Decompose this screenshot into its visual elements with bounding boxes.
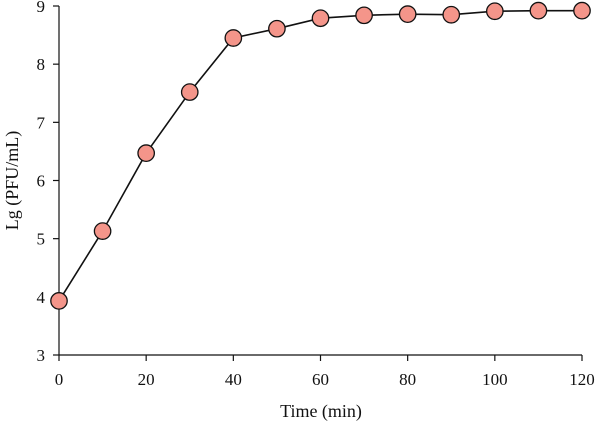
data-point	[311, 9, 330, 28]
y-tick-label: 9	[37, 0, 46, 16]
y-tick-label: 8	[37, 55, 46, 74]
data-point	[529, 1, 548, 20]
data-point	[137, 144, 156, 163]
y-axis-ticks: 3 4 5 6 7 8 9	[37, 0, 59, 365]
x-tick-label: 20	[138, 370, 155, 389]
x-tick-label: 80	[399, 370, 416, 389]
y-tick-label: 6	[37, 172, 46, 191]
y-tick-label: 7	[37, 113, 46, 132]
x-tick-label: 40	[225, 370, 242, 389]
x-tick-label: 100	[482, 370, 508, 389]
x-axis-title: Time (min)	[280, 401, 362, 422]
data-point	[573, 1, 591, 20]
data-point	[442, 5, 461, 24]
y-tick-label: 5	[37, 230, 46, 249]
y-tick-label: 4	[37, 288, 46, 307]
series-line	[58, 9, 582, 302]
data-point	[224, 29, 243, 47]
x-tick-label: 120	[569, 370, 595, 389]
data-point	[180, 83, 199, 101]
y-tick-label: 3	[37, 346, 46, 365]
axes	[58, 6, 582, 356]
x-axis-ticks: 0 20 40 60 80 100 120	[55, 355, 595, 389]
y-axis-title: Lg (PFU/mL)	[2, 131, 23, 231]
series-group	[50, 1, 591, 310]
data-point	[268, 19, 286, 38]
data-point	[485, 2, 504, 21]
data-point	[93, 222, 112, 240]
data-point	[398, 5, 417, 23]
data-point	[355, 6, 373, 25]
data-point	[50, 292, 68, 310]
x-tick-label: 0	[55, 370, 64, 389]
x-tick-label: 60	[312, 370, 329, 389]
